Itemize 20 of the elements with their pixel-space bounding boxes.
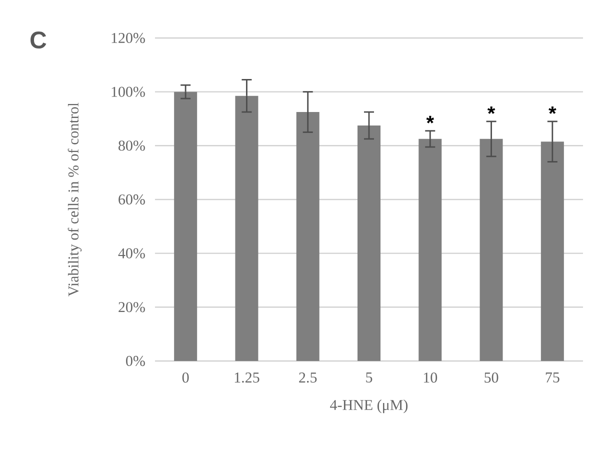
annotation: * <box>426 116 434 124</box>
x-tick-label: 2.5 <box>299 372 317 383</box>
y-tick-label: 0% <box>126 356 145 366</box>
x-tick-label: 5 <box>366 372 372 382</box>
x-tick-label: 1.25 <box>234 372 260 383</box>
annotation: * <box>487 106 496 114</box>
y-tick-label: 100% <box>112 86 145 97</box>
annotation: * <box>548 106 556 114</box>
x-axis-title: 4-HNE (μM) <box>330 400 408 414</box>
chart-title: C <box>30 32 46 49</box>
x-tick-label: 50 <box>484 372 498 383</box>
y-tick-label: 60% <box>118 194 145 205</box>
y-tick-label: 40% <box>118 248 145 258</box>
y-tick-label: 20% <box>118 302 145 312</box>
x-tick-label: 75 <box>546 372 560 382</box>
x-tick-label: 10 <box>424 372 438 383</box>
y-axis-title: Viability of cells in % of control <box>68 102 82 296</box>
x-tick-label: 0 <box>182 372 189 383</box>
y-tick-label: 80% <box>118 140 145 151</box>
y-tick-label: 120% <box>112 32 145 44</box>
